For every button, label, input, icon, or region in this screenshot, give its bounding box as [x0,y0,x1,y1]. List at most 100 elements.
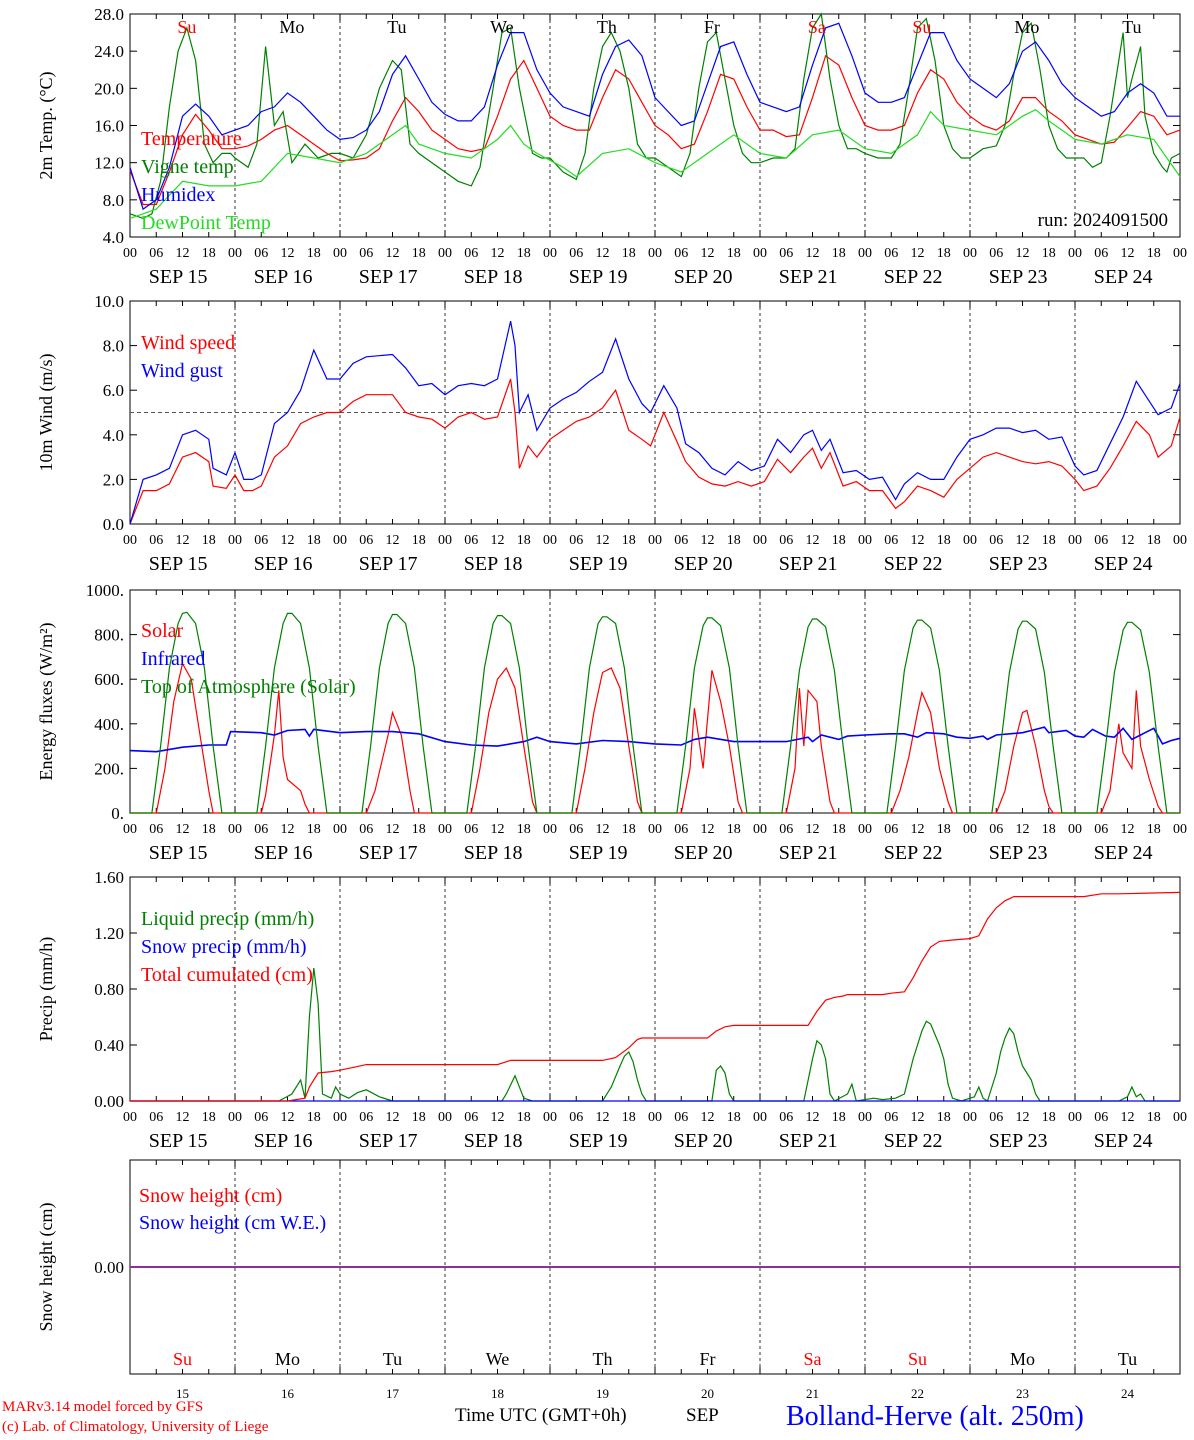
hour-tick-label: 00 [1173,1110,1187,1125]
date-label: SEP 23 [989,266,1048,288]
hour-tick-label: 18 [202,246,216,261]
hour-tick-label: 12 [1121,533,1135,548]
hour-tick-label: 06 [989,246,1003,261]
hour-tick-label: 18 [517,1110,531,1125]
date-label: SEP 21 [779,842,838,864]
date-label: SEP 23 [989,842,1048,864]
hour-tick-label: 18 [832,246,846,261]
hour-tick-label: 06 [149,1110,163,1125]
hour-tick-label: 00 [228,822,242,837]
hour-tick-label: 00 [333,533,347,548]
legend-entry: DewPoint Temp [141,212,271,234]
y-tick-label: 1.20 [94,924,124,943]
hour-tick-label: 12 [701,246,715,261]
hour-tick-label: 06 [1094,246,1108,261]
y-tick-label: 4.0 [103,228,124,247]
weekday-label: Tu [1122,17,1141,37]
hour-tick-label: 12 [491,533,505,548]
legend-entry: Wind speed [141,332,235,354]
hour-tick-label: 06 [779,822,793,837]
hour-tick-label: 06 [359,822,373,837]
hour-tick-label: 00 [648,822,662,837]
weekday-label: Mo [279,17,304,37]
day-number-label: 24 [1121,1386,1135,1401]
date-label: SEP 19 [569,842,628,864]
y-tick-label: 0.00 [94,1258,124,1277]
hour-tick-label: 12 [806,1110,820,1125]
date-label: SEP 24 [1094,1130,1153,1152]
y-tick-label: 0.00 [94,1092,124,1111]
time-axis-label: Time UTC (GMT+0h) [455,1405,627,1426]
hour-tick-label: 00 [228,1110,242,1125]
hour-tick-label: 18 [412,246,426,261]
hour-tick-label: 06 [149,246,163,261]
hour-tick-label: 06 [569,1110,583,1125]
hour-tick-label: 18 [412,533,426,548]
hour-tick-label: 12 [911,533,925,548]
hour-tick-label: 12 [1121,822,1135,837]
legend-entry: Vigne temp [141,156,234,178]
hour-tick-label: 12 [491,822,505,837]
legend-entry: Snow precip (mm/h) [141,936,307,958]
hour-tick-label: 00 [753,1110,767,1125]
weekday-label: Th [593,1349,613,1369]
hour-tick-label: 18 [1042,1110,1056,1125]
y-tick-label: 4.0 [103,426,124,445]
hour-tick-label: 12 [596,1110,610,1125]
hour-tick-label: 18 [832,1110,846,1125]
hour-tick-label: 00 [753,533,767,548]
hour-tick-label: 06 [884,533,898,548]
hour-tick-label: 12 [491,246,505,261]
hour-tick-label: 06 [569,822,583,837]
hour-tick-label: 06 [674,533,688,548]
y-tick-label: 0.80 [94,980,124,999]
hour-tick-label: 12 [911,1110,925,1125]
hour-tick-label: 18 [517,822,531,837]
hour-tick-label: 00 [963,822,977,837]
hour-tick-label: 12 [911,246,925,261]
hour-tick-label: 18 [937,246,951,261]
hour-tick-label: 00 [963,1110,977,1125]
hour-tick-label: 18 [937,822,951,837]
hour-tick-label: 18 [1147,246,1161,261]
hour-tick-label: 12 [281,533,295,548]
series-line [130,661,1180,814]
hour-tick-label: 00 [438,533,452,548]
y-tick-label: 0.40 [94,1036,124,1055]
y-tick-label: 24.0 [94,42,124,61]
y-tick-label: 600. [94,670,124,689]
hour-tick-label: 18 [517,533,531,548]
hour-tick-label: 00 [333,246,347,261]
date-label: SEP 19 [569,553,628,575]
weekday-label: Su [908,1349,927,1369]
hour-tick-label: 00 [1173,246,1187,261]
hour-tick-label: 18 [1147,1110,1161,1125]
date-label: SEP 16 [254,842,313,864]
hour-tick-label: 12 [596,822,610,837]
y-tick-label: 1000. [86,581,124,600]
hour-tick-label: 06 [464,1110,478,1125]
credit-line-1: MARv3.14 model forced by GFS [2,1399,204,1415]
hour-tick-label: 18 [412,1110,426,1125]
series-line [130,611,1180,814]
weekday-label: Mo [275,1349,300,1369]
hour-tick-label: 18 [727,822,741,837]
weekday-label: We [490,17,514,37]
series-line [129,378,1181,525]
date-label: SEP 15 [149,553,208,575]
hour-tick-label: 06 [149,533,163,548]
hour-tick-label: 06 [569,533,583,548]
hour-tick-label: 00 [753,246,767,261]
legend-entry: Temperature [141,128,242,150]
hour-tick-label: 18 [307,822,321,837]
weekday-label: Mo [1014,17,1039,37]
y-tick-label: 0.0 [103,515,124,534]
hour-tick-label: 18 [517,246,531,261]
hour-tick-label: 18 [1042,246,1056,261]
y-tick-label: 200. [94,759,124,778]
date-label: SEP 16 [254,1130,313,1152]
hour-tick-label: 00 [858,822,872,837]
series-line [129,108,1181,219]
date-label: SEP 17 [359,842,418,864]
